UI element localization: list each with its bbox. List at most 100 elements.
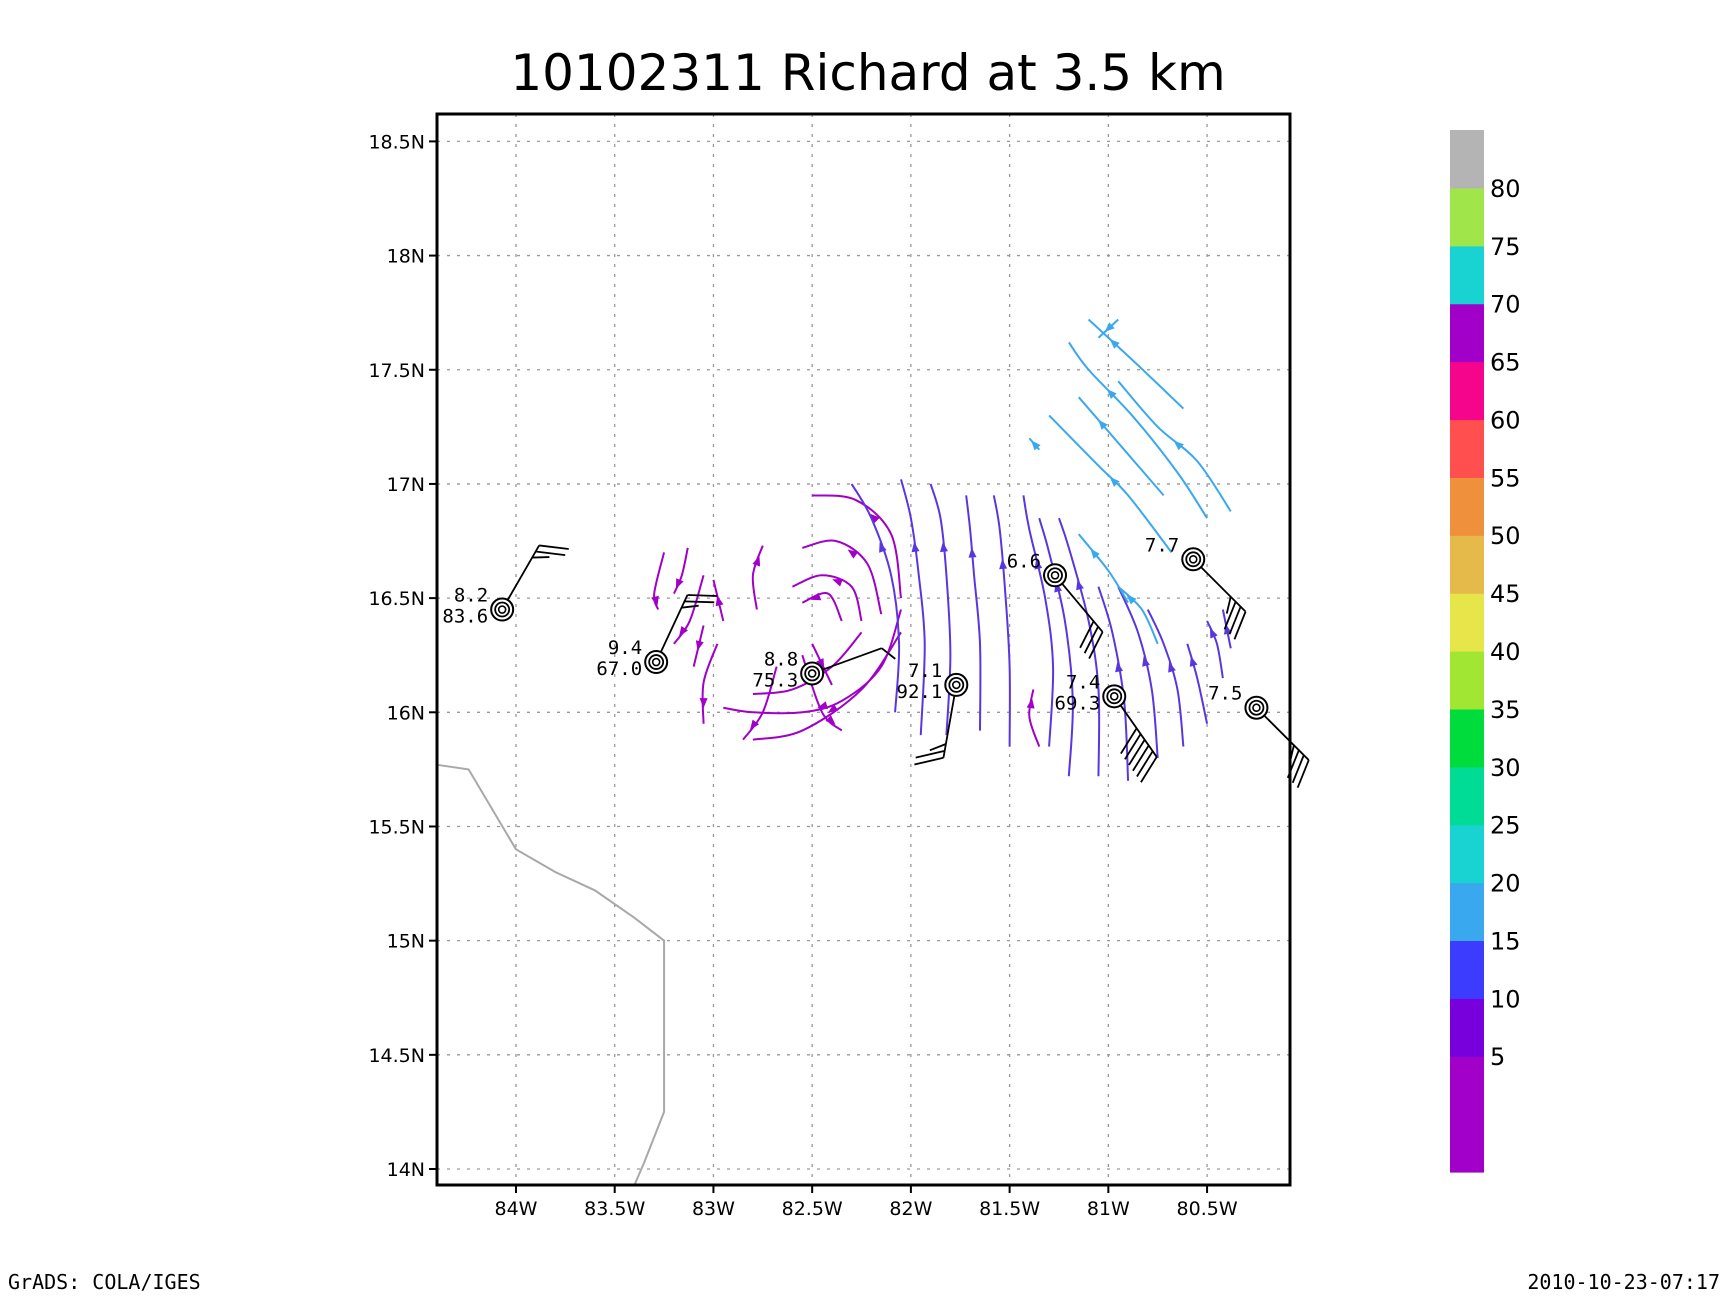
y-tick-label: 15N: [387, 931, 425, 953]
streamline-arrow: [999, 558, 1008, 570]
wind-barb-feather: [1083, 626, 1099, 654]
wind-barb-feather: [1291, 754, 1305, 784]
wind-barb-feather: [929, 743, 947, 752]
colorbar-segment: [1450, 651, 1484, 710]
y-tick-label: 17N: [387, 474, 425, 496]
station-ring-inner: [1050, 570, 1060, 580]
station-ring-inner: [807, 669, 817, 678]
wind-barb-staff: [822, 647, 883, 671]
observation-station: 7.469.3: [1055, 671, 1158, 783]
station-top-value: 8.8: [764, 648, 798, 670]
streamline-arrow: [940, 541, 948, 553]
colorbar-segment: [1450, 130, 1484, 189]
wind-barb-feather: [1132, 744, 1150, 772]
streamline-arrow: [968, 547, 977, 558]
wind-barb-feather: [1136, 750, 1154, 777]
x-tick-label: 81.5W: [979, 1198, 1040, 1220]
colorbar-segment: [1450, 824, 1484, 884]
streamline: [1087, 318, 1185, 410]
station-bottom-value: 69.3: [1055, 692, 1101, 714]
colorbar-segment: [1450, 361, 1484, 421]
streamline: [723, 609, 902, 715]
station-bottom-value: 83.6: [442, 606, 488, 628]
colorbar-segment: [1450, 535, 1484, 594]
streamline-arrow: [752, 555, 761, 567]
wind-barb-feather: [1128, 739, 1146, 766]
streamline: [900, 479, 926, 736]
streamline-arrow: [695, 640, 704, 651]
wind-barb-feather: [915, 750, 945, 759]
station-ring-middle: [948, 676, 965, 693]
streamline-arrow: [1090, 548, 1100, 559]
wind-barb-staff: [1263, 714, 1310, 761]
streamline: [1068, 341, 1208, 519]
wind-barb-feather: [1233, 611, 1247, 640]
station-ring-middle: [1106, 688, 1123, 705]
streamline: [801, 592, 843, 622]
colorbar-label: 55: [1490, 464, 1521, 492]
station-top-value: 7.5: [1208, 683, 1242, 705]
station-ring-inner: [952, 680, 961, 690]
station-top-value: 7.7: [1145, 534, 1179, 556]
streamline-arrow: [879, 542, 887, 553]
streamline: [1097, 586, 1130, 781]
streamline: [812, 494, 903, 599]
wind-barb-staff: [942, 695, 956, 758]
streamline: [653, 552, 666, 610]
coastline: [436, 763, 666, 1186]
streamline-arrow: [675, 578, 684, 590]
colorbar-label: 10: [1490, 985, 1521, 1013]
y-tick-label: 18.5N: [368, 131, 425, 153]
streamline-arrow: [715, 595, 724, 607]
colorbar-segment: [1450, 998, 1484, 1057]
streamline-arrow: [816, 658, 825, 669]
streamline: [1028, 689, 1041, 747]
wind-barb-feather: [1296, 759, 1310, 789]
wind-barb-feather: [1228, 606, 1242, 635]
streamline: [965, 495, 982, 731]
streamline: [1077, 533, 1129, 604]
x-tick-label: 80.5W: [1177, 1198, 1238, 1220]
colorbar-segment: [1450, 1056, 1484, 1115]
streamline: [673, 547, 689, 594]
observation-station: 6.6: [1007, 550, 1104, 659]
plot-frame: [435, 112, 1292, 1187]
streamline-arrow: [1076, 579, 1084, 591]
streamline-arrow: [1106, 388, 1117, 399]
observation-station: 7.7: [1145, 534, 1247, 640]
streamline-arrow: [678, 625, 688, 637]
colorbar-segment: [1450, 1114, 1484, 1173]
colorbar-label: 80: [1490, 175, 1521, 203]
streamline-arrow: [1031, 440, 1041, 451]
colorbar-label: 50: [1490, 522, 1521, 550]
streamline-arrow: [810, 592, 822, 601]
wind-barb-feather: [1088, 631, 1104, 659]
colorbar-label: 75: [1490, 233, 1521, 261]
colorbar-segment: [1450, 708, 1484, 768]
colorbar-segment: [1450, 593, 1484, 652]
streamlines: [651, 318, 1232, 781]
x-tick-label: 82.5W: [782, 1198, 843, 1220]
x-tick-label: 84W: [494, 1198, 537, 1220]
x-tick-label: 82W: [889, 1198, 932, 1220]
station-bottom-value: 92.1: [897, 681, 943, 703]
streamline: [1117, 585, 1159, 645]
wind-barb-staff: [506, 545, 540, 601]
streamline-arrow: [1210, 627, 1218, 639]
streamline: [673, 574, 705, 645]
observation-station: 8.875.3: [752, 647, 896, 691]
streamline-arrow: [1109, 338, 1120, 349]
streamline: [1186, 643, 1209, 724]
wind-barb-feather: [687, 594, 718, 597]
wind-barb-feather: [1140, 756, 1158, 783]
wind-barb-feather: [539, 544, 569, 550]
streamline: [792, 574, 863, 622]
wind-barb-feather: [681, 604, 699, 609]
streamline: [742, 666, 778, 741]
wind-barb-staff: [1200, 566, 1247, 613]
station-top-value: 7.1: [908, 660, 942, 682]
colorbar-label: 25: [1490, 812, 1521, 840]
colorbar-segment: [1450, 187, 1484, 247]
colorbar-label: 15: [1490, 927, 1521, 955]
